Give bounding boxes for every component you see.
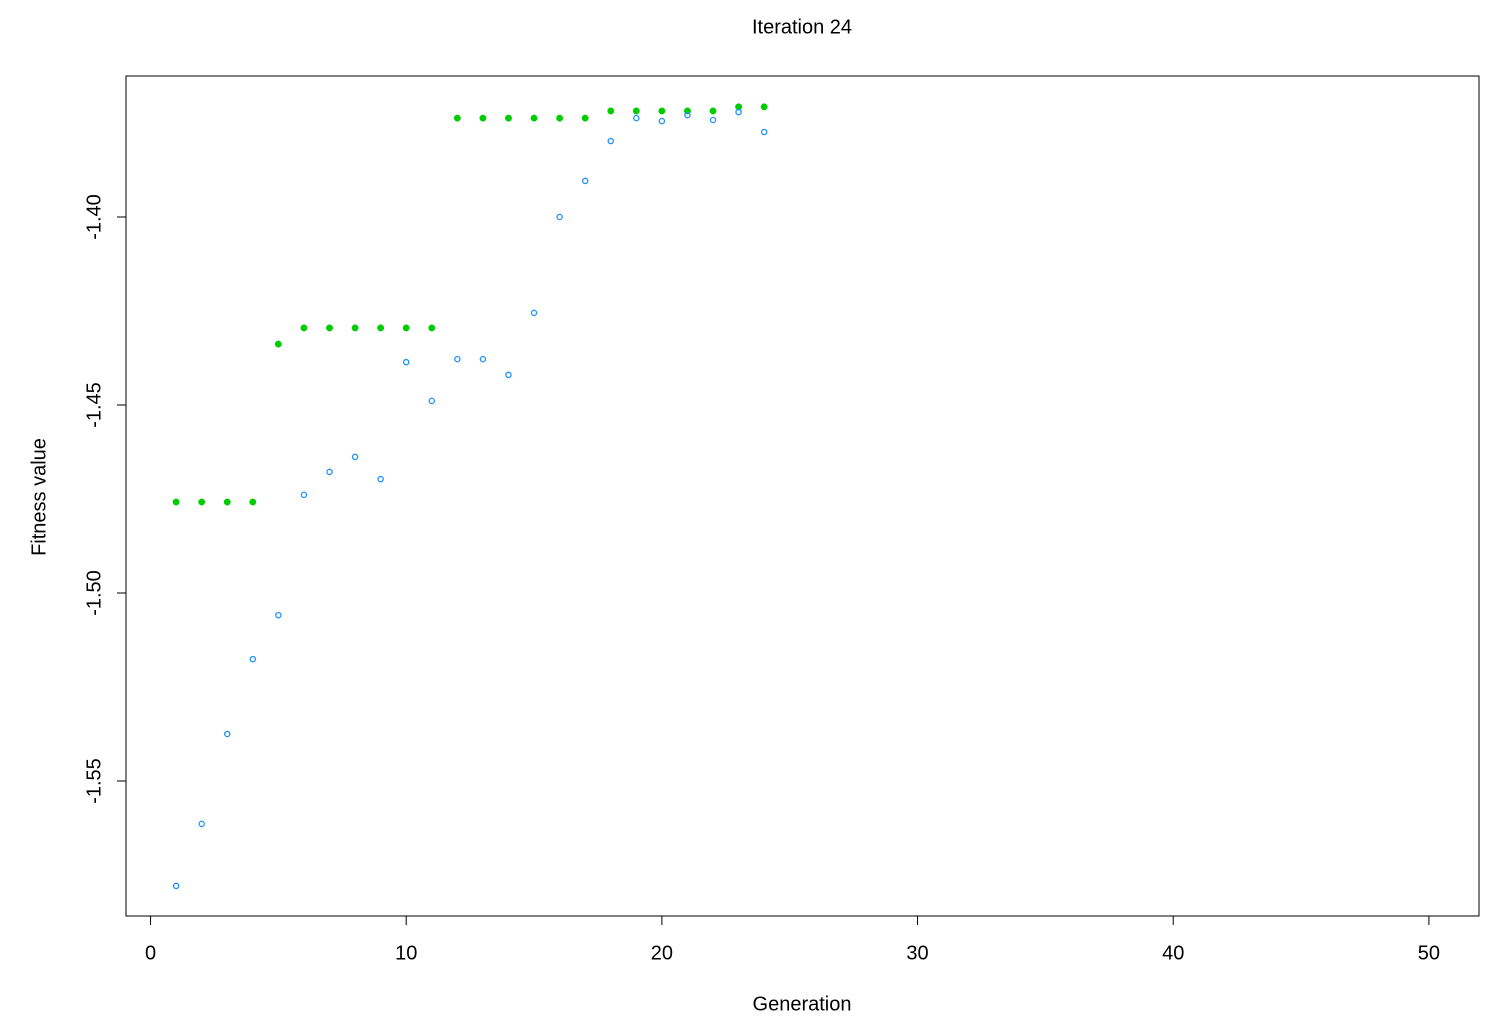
y-axis-label: Fitness value — [28, 438, 50, 556]
y-tick-label: -1.45 — [83, 382, 105, 428]
plot-frame — [125, 75, 1480, 917]
x-tick-label: 0 — [145, 942, 156, 964]
x-tick-label: 20 — [651, 942, 673, 964]
point — [351, 324, 359, 332]
point — [249, 655, 257, 663]
point — [760, 103, 768, 111]
point — [505, 371, 512, 379]
point — [607, 137, 614, 145]
point — [274, 340, 282, 348]
point — [402, 358, 410, 366]
point — [402, 324, 410, 332]
point — [556, 213, 563, 221]
point — [530, 309, 538, 317]
point — [479, 114, 487, 122]
point — [607, 107, 615, 115]
point — [479, 355, 487, 363]
point — [581, 114, 589, 122]
point — [428, 397, 436, 405]
point — [453, 114, 461, 122]
point — [454, 355, 461, 363]
point — [275, 611, 282, 619]
point — [632, 107, 640, 115]
chart-title: Iteration 24 — [752, 16, 852, 38]
point — [300, 324, 308, 332]
point — [377, 324, 385, 332]
point — [249, 498, 257, 506]
point — [351, 453, 359, 461]
y-tick-label: -1.50 — [83, 570, 105, 616]
point — [684, 111, 691, 119]
point — [300, 491, 308, 499]
x-tick-label: 30 — [906, 942, 928, 964]
point — [530, 114, 538, 122]
point — [198, 820, 205, 828]
point — [198, 498, 206, 506]
point — [377, 475, 384, 483]
x-tick-label: 40 — [1162, 942, 1184, 964]
point — [223, 730, 231, 738]
y-tick-label: -1.55 — [83, 758, 105, 804]
point — [326, 468, 333, 476]
point — [709, 107, 717, 115]
point — [633, 114, 640, 122]
y-tick-label: -1.40 — [83, 194, 105, 240]
point — [735, 108, 742, 116]
point — [760, 128, 768, 136]
point — [172, 498, 180, 506]
point — [505, 114, 512, 122]
point — [658, 107, 666, 115]
point — [581, 177, 589, 185]
point — [709, 116, 717, 124]
point — [658, 117, 666, 125]
x-axis-label: Generation — [753, 993, 852, 1015]
point — [326, 324, 333, 332]
x-tick-label: 50 — [1418, 942, 1440, 964]
x-tick-label: 10 — [395, 942, 417, 964]
point — [172, 882, 180, 890]
point — [223, 498, 231, 506]
point — [556, 114, 564, 122]
point — [428, 324, 436, 332]
